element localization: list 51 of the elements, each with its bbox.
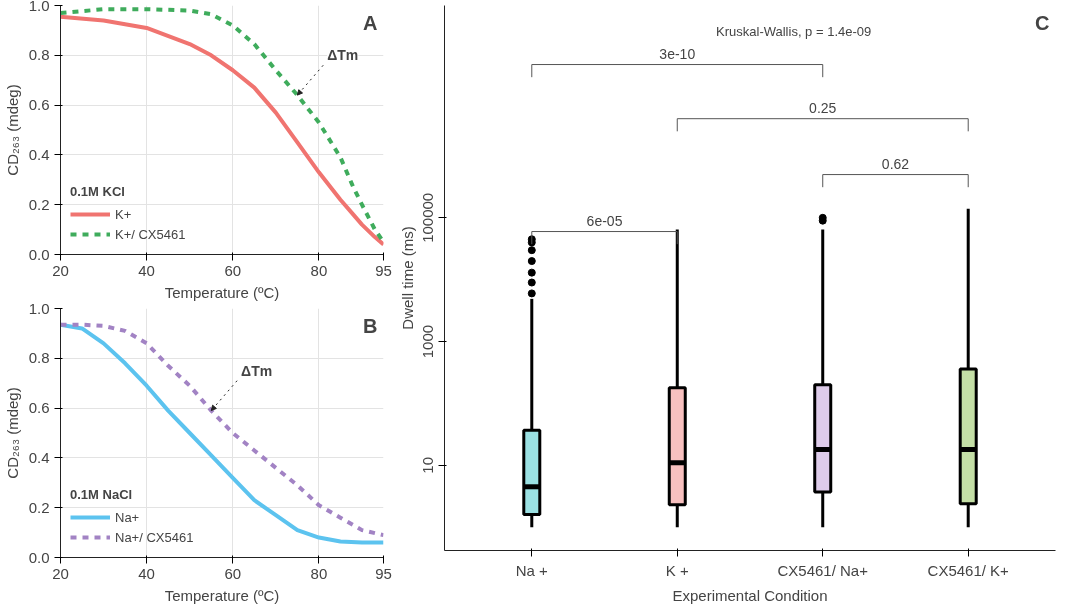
y-tick-label: 0.6 <box>28 96 50 114</box>
x-tick-label: 40 <box>138 564 155 582</box>
y-axis-title: CD₂₆₃ (mdeg) <box>3 84 21 176</box>
y-tick-label: 0.8 <box>28 46 50 64</box>
y-tick-label: 1000 <box>419 324 437 359</box>
annotation: 3e-10 <box>659 45 696 62</box>
annotation: B <box>363 314 378 337</box>
y-tick-label: 1.0 <box>28 0 50 14</box>
x-tick-label: 40 <box>138 261 155 279</box>
x-tick-label: 20 <box>52 261 69 279</box>
y-tick-label: 100000 <box>419 192 437 243</box>
annotation: 0.25 <box>809 99 837 116</box>
legend-label: Na+ <box>115 509 140 525</box>
x-tick-label: 80 <box>310 564 328 582</box>
annotation: 6e-05 <box>586 212 623 229</box>
annotation: Kruskal-Wallis, p = 1.4e-09 <box>716 23 872 39</box>
annotation: C <box>1035 11 1050 34</box>
y-tick-label: 10 <box>419 456 437 474</box>
annotation: A <box>363 11 378 34</box>
y-tick-label: 0.4 <box>28 448 50 466</box>
x-tick-label: 95 <box>375 564 392 582</box>
x-tick-label: CX5461/ Na+ <box>777 561 869 579</box>
x-tick-label: 20 <box>52 564 69 582</box>
legend-label: K+/ CX5461 <box>115 226 186 242</box>
y-tick-label: 0.8 <box>28 349 50 367</box>
x-axis-title: Experimental Condition <box>672 586 828 604</box>
y-axis-title: CD₂₆₃ (mdeg) <box>3 387 21 479</box>
annotation: ΔTm <box>241 362 273 379</box>
legend-label: K+ <box>115 206 133 222</box>
x-tick-label: Na + <box>515 561 549 579</box>
legend-title: 0.1M KCl <box>70 184 126 199</box>
y-tick-label: 0.2 <box>28 195 50 213</box>
y-tick-label: 0.2 <box>28 498 50 516</box>
y-axis-title: Dwell time (ms) <box>398 226 416 330</box>
x-axis-title: Temperature (ºC) <box>164 586 280 604</box>
x-tick-label: 60 <box>224 261 242 279</box>
x-tick-label: K + <box>665 561 689 579</box>
x-tick-label: 80 <box>310 261 328 279</box>
annotation: ΔTm <box>327 47 359 64</box>
legend-label: Na+/ CX5461 <box>115 529 194 545</box>
y-tick-label: 0.6 <box>28 399 50 417</box>
y-tick-label: 0.4 <box>28 145 50 163</box>
y-tick-label: 0.0 <box>28 548 50 566</box>
annotation: 0.62 <box>881 155 910 172</box>
y-tick-label: 0.0 <box>28 245 50 263</box>
y-tick-label: 1.0 <box>28 299 50 317</box>
x-tick-label: 60 <box>224 564 242 582</box>
legend-title: 0.1M NaCl <box>70 487 134 502</box>
x-axis-title: Temperature (ºC) <box>164 283 280 301</box>
x-tick-label: CX5461/ K+ <box>927 561 1010 579</box>
x-tick-label: 95 <box>375 261 392 279</box>
